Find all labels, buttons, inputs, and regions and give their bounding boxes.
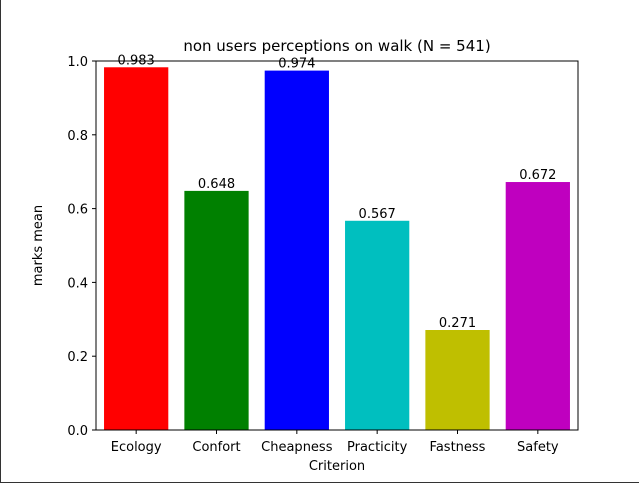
y-tick-label: 1.0 — [67, 55, 88, 70]
bar-value-label: 0.672 — [519, 168, 556, 183]
x-tick-label: Practicity — [347, 440, 408, 455]
x-tick-label: Ecology — [111, 440, 162, 455]
x-tick-label: Safety — [517, 440, 559, 455]
bar-value-label: 0.271 — [439, 316, 476, 331]
x-tick-label: Cheapness — [261, 440, 333, 455]
y-tick-label: 0.4 — [67, 276, 88, 291]
bar-fastness — [425, 330, 490, 430]
y-tick-label: 0.0 — [67, 424, 88, 439]
y-tick-label: 0.8 — [67, 129, 88, 144]
y-axis-title: marks mean — [31, 205, 46, 286]
x-axis-title: Criterion — [309, 459, 365, 474]
bar-safety — [505, 182, 570, 430]
chart-title: non users perceptions on walk (N = 541) — [183, 37, 490, 55]
x-tick-label: Fastness — [430, 440, 486, 455]
x-tick-label: Confort — [192, 440, 240, 455]
bar-value-label: 0.974 — [278, 57, 315, 72]
bar-ecology — [104, 67, 169, 430]
y-axis: 0.0 0.2 0.4 0.6 0.8 1.0 — [67, 55, 96, 439]
plot-area — [95, 60, 579, 431]
bars-group — [104, 67, 570, 431]
bar-practicity — [345, 220, 410, 430]
bar-value-label: 0.567 — [359, 207, 396, 222]
bar-cheapness — [264, 70, 329, 431]
bar-value-label: 0.648 — [198, 177, 235, 192]
bar-confort — [184, 190, 249, 430]
x-axis: Ecology Confort Cheapness Practicity Fastnes… — [111, 430, 559, 455]
y-tick-label: 0.2 — [67, 350, 88, 365]
y-tick-label: 0.6 — [67, 203, 88, 218]
